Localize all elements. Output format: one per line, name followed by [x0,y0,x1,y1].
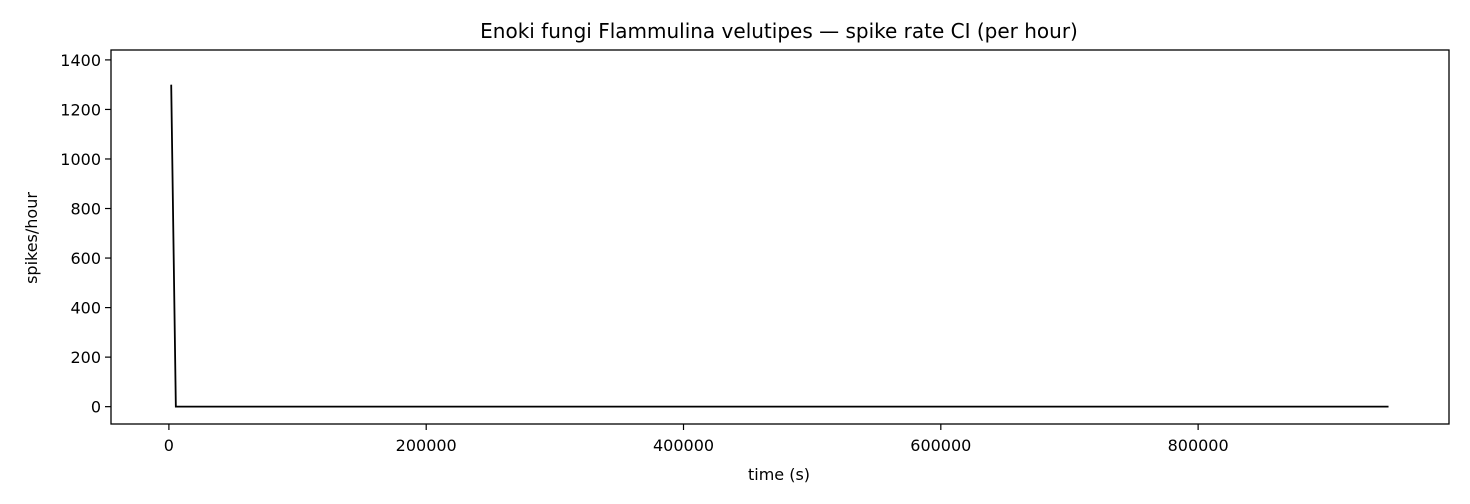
plot-area [110,49,1450,425]
y-tick-label: 1000 [60,150,101,169]
y-tick-label: 800 [70,200,101,219]
y-tick-label: 1400 [60,51,101,70]
y-tick-label: 600 [70,249,101,268]
x-tick-label: 800000 [1168,436,1229,455]
plot-frame [110,49,1450,425]
y-tick-label: 0 [91,398,101,417]
x-tick-label: 600000 [910,436,971,455]
y-tick-label: 200 [70,348,101,367]
y-axis: 0 200 400 600 800 1000 1200 1400 [60,51,111,417]
x-tick-label: 0 [164,436,174,455]
x-tick-label: 400000 [653,436,714,455]
y-tick-label: 400 [70,299,101,318]
series-line [170,84,1389,408]
x-axis: 0 200000 400000 600000 800000 [164,424,1229,455]
x-axis-label: time (s) [748,465,810,484]
y-axis-label: spikes/hour [22,192,41,284]
y-tick-label: 1200 [60,100,101,119]
x-tick-label: 200000 [396,436,457,455]
chart-title: Enoki fungi Flammulina velutipes — spike… [480,19,1078,43]
